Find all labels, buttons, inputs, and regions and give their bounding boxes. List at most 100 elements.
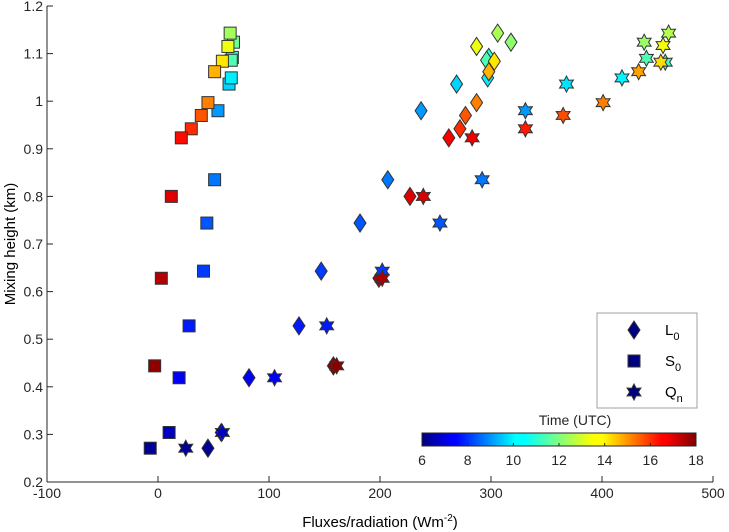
square-point [194,108,208,122]
legend-label: L0 [665,322,679,343]
x-tick-label: 500 [701,485,725,501]
x-tick-label: -100 [33,485,61,501]
square-point [154,271,168,285]
star-point [655,36,671,55]
data-marks [143,23,677,459]
diamond-point [449,74,464,94]
diamond-point [458,105,473,126]
diamond-point [504,32,518,53]
series-Qn [177,24,677,458]
square-point [223,26,237,40]
star-point [177,439,194,458]
colorbar-tick-label: 16 [643,452,659,468]
y-tick-label: 0.9 [24,141,44,157]
square-point [208,173,222,187]
star-point [638,49,655,68]
square-point [182,319,196,333]
star-point [464,128,480,147]
diamond-point [491,23,505,44]
star-point [374,269,391,288]
diamond-point [469,92,484,113]
square-point [221,39,235,53]
series-L0 [201,23,518,459]
square-point [208,65,222,79]
diamond-point [381,169,395,190]
star-point [517,101,534,120]
x-tick-label: 100 [257,485,281,501]
diamond-point [453,118,467,139]
colorbar: Time (UTC) 6 8 10 12 14 16 18 [418,412,704,468]
series-S0 [143,26,240,455]
axes: -100 0 100 200 300 400 500 0.2 0.3 0.4 0.5 0.6 0.7 0.… [24,0,725,501]
diamond-point [201,438,215,459]
square-point [172,371,186,385]
diamond-point [242,367,256,388]
colorbar-tick-label: 12 [551,452,567,468]
star-point [214,423,231,442]
legend-square-icon [627,354,641,368]
colorbar-tick-label: 8 [464,452,472,468]
square-point [215,54,229,68]
colorbar-tick-label: 10 [506,452,522,468]
square-point [148,359,162,373]
legend-box [596,312,698,409]
diamond-point [292,315,306,336]
star-point [517,119,534,138]
diamond-point [314,261,328,282]
x-tick-label: 300 [479,485,503,501]
y-tick-label: 1.1 [24,46,44,62]
star-point [558,74,575,94]
y-tick-label: 0.4 [24,379,44,395]
star-point [636,33,653,52]
y-tick-label: 0.6 [24,284,44,300]
y-tick-label: 0.7 [24,236,44,252]
star-point [614,68,630,87]
star-point [415,187,432,206]
legend: L0 S0 Qn [596,312,698,409]
diamond-point [403,186,417,207]
star-point [595,93,611,112]
y-tick-label: 0.2 [24,474,44,490]
star-point [652,53,669,72]
colorbar-title: Time (UTC) [539,412,612,428]
square-point [211,104,225,118]
colorbar-tick-label: 14 [597,452,613,468]
x-tick-label: 0 [154,485,162,501]
square-point [164,189,178,203]
square-point [197,264,211,278]
square-point [143,441,157,455]
legend-label: S0 [665,353,681,374]
legend-label: Qn [665,384,683,405]
square-point [174,131,188,145]
y-tick-label: 0.3 [24,426,44,442]
square-point [184,122,198,136]
colorbar-tick-label: 18 [688,452,704,468]
x-tick-label: 200 [368,485,392,501]
square-point [162,425,176,439]
star-point [555,106,572,125]
diamond-point [469,36,484,57]
legend-diamond-icon [627,320,641,340]
diamond-point [482,61,496,82]
square-point [200,216,214,230]
diamond-point [442,127,456,148]
colorbar-tick-label: 6 [418,452,426,468]
y-tick-label: 0.8 [24,188,44,204]
x-axis-title: Fluxes/radiation (Wm-2) [302,513,458,531]
star-point [266,368,283,387]
star-point [432,213,448,233]
star-point [474,170,490,189]
star-point [630,62,647,81]
legend-star-icon [626,382,642,402]
diamond-point [414,100,428,121]
y-tick-label: 1 [35,93,43,109]
star-point [328,356,345,375]
diamond-point [353,213,367,233]
y-tick-label: 0.5 [24,331,44,347]
star-point [318,316,335,335]
square-point [224,71,238,85]
square-point [201,96,215,110]
x-tick-label: 400 [590,485,614,501]
y-axis-title: Mixing height (km) [2,183,19,306]
